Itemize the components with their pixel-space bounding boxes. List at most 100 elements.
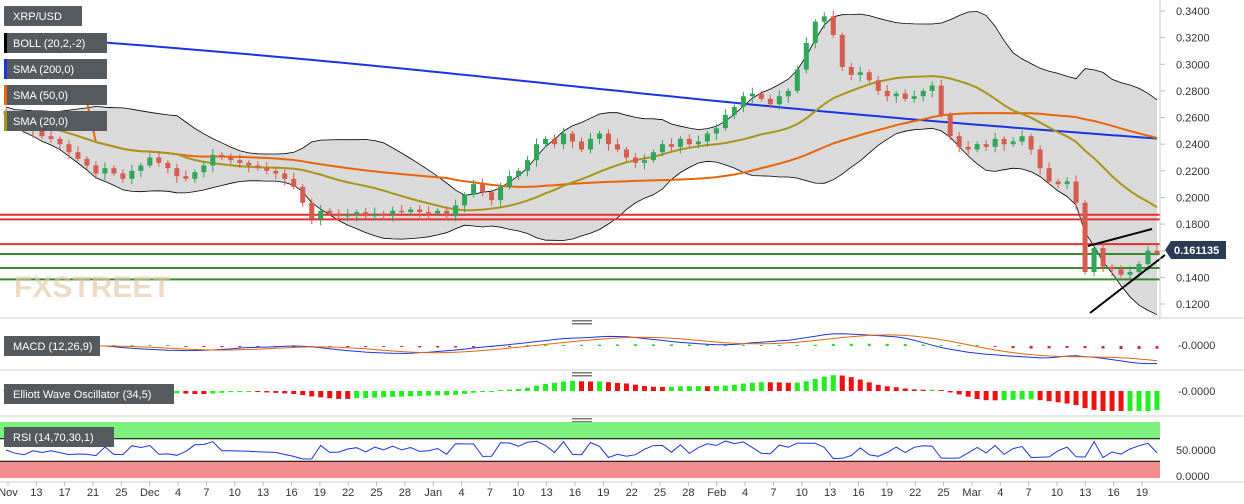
ewo-bar [650,386,656,391]
candle-body [48,136,54,139]
price-axis-tick-label: 0.2600 [1176,113,1210,125]
ewo-bar [1028,391,1034,400]
macd-histogram-bar [220,346,224,348]
ewo-bar [1154,391,1160,410]
candle-body [1091,248,1097,273]
overlay-label-1[interactable]: BOLL (20,2,-2) [4,33,107,53]
overlay-label-3[interactable]: SMA (50,0) [4,85,107,105]
ewo-bar [956,391,962,395]
ewo-bar [812,378,818,391]
time-axis: Nov 13 17 21 25 Dec 4 7 10 13 16 19 22 25 28 Jan 4 7 10 13 1… [0,482,1148,499]
macd-label[interactable]: MACD (12,26,9) [4,336,100,356]
macd-histogram-bar [580,344,583,346]
time-axis-tick-label: 4 [459,487,465,499]
candle-body [498,186,504,201]
candle-body [632,157,638,163]
ewo-bar [426,391,432,396]
ewo-bar [614,382,620,391]
overlay-label-box[interactable] [4,111,107,131]
time-axis-tick-label: 25 [370,487,382,499]
symbol-label[interactable]: XRP/USD [4,6,82,26]
ewo-bar [174,391,180,394]
macd-histogram-bar [1065,346,1069,348]
overlay-label-box[interactable] [4,33,107,53]
candle-body [552,138,558,145]
ewo-label-box[interactable] [4,384,174,404]
panel-resize-handle[interactable] [572,372,592,374]
rsi-axis-tick-0: 0.0000 [1176,471,1210,483]
candle-body [444,210,450,217]
price-axis-tick-label: 0.1200 [1176,299,1210,311]
panel-resize-handle[interactable] [572,421,592,423]
ewo-bar [408,391,414,397]
candle-body [111,168,117,174]
ewo-bar [1109,391,1115,411]
candle-body [929,85,935,91]
ewo-bar [749,382,755,391]
candle-body [866,72,872,81]
ewo-bar [947,391,953,393]
ewo-bar [1127,391,1133,411]
price-axis-tick-label: 0.1400 [1176,272,1210,284]
overlay-label-box[interactable] [4,85,107,105]
time-axis-tick-label: 25 [115,487,127,499]
symbol-label-box[interactable] [4,6,82,26]
overlay-label-2[interactable]: SMA (200,0) [4,59,107,79]
panel-resize-handle[interactable] [572,323,592,325]
macd-histogram-bar [921,344,925,346]
overlay-labels[interactable]: BOLL (20,2,-2) SMA (200,0) SMA (50,0) SMA (… [4,33,107,131]
ewo-bar [839,375,845,391]
time-axis-tick-label: 19 [314,487,326,499]
ewo-bar [471,391,477,393]
candle-body [363,212,369,217]
candle-body [192,172,198,179]
macd-histogram-bar [831,344,835,346]
candle-body [731,106,737,115]
candle-body [471,184,477,195]
time-axis-tick-label: Dec [140,487,160,499]
candle-body [165,162,171,169]
candle-body [1118,269,1124,275]
panel-resize-handle[interactable] [572,320,592,322]
macd-histogram-bar [112,345,116,346]
macd-histogram-bar [562,345,566,346]
ewo-bar [1073,391,1079,406]
overlay-label-box[interactable] [4,59,107,79]
candle-body [237,160,243,163]
ewo-bar [246,391,252,392]
macd-label-box[interactable] [4,336,100,356]
macd-histogram-bar [975,345,979,346]
candle-body [767,98,773,105]
rsi-label[interactable]: RSI (14,70,30,1) [4,427,114,447]
candle-body [336,213,342,217]
ewo-bar [632,384,638,391]
ewo-label[interactable]: Elliott Wave Oscillator (34,5) [4,384,174,404]
panel-resize-handles[interactable] [572,320,592,423]
price-axis-tick-label: 0.2800 [1176,86,1210,98]
candle-body [57,138,63,145]
time-axis-tick-label: 4 [742,487,748,499]
ewo-bar [596,381,602,391]
sma-50-line [5,88,1158,188]
macd-panel [4,333,1159,365]
macd-histogram-bar [526,345,530,346]
candle-body [857,72,863,75]
ewo-bar [722,385,728,391]
macd-histogram-bar [130,345,134,346]
candle-body [686,138,692,145]
rsi-label-box[interactable] [4,427,114,447]
candle-body [570,133,576,142]
time-axis-tick-label: 13 [541,487,553,499]
candle-body [605,133,611,145]
overlay-label-4[interactable]: SMA (20,0) [4,111,107,131]
time-axis-tick-label: 4 [997,487,1003,499]
rsi-panel [0,422,1160,478]
macd-histogram-bar [508,346,512,347]
price-axis-tick-label: 0.2000 [1176,192,1210,204]
candle-body [210,154,216,166]
candle-body [884,90,890,97]
macd-histogram-bar [867,343,871,346]
panel-resize-handle[interactable] [572,375,592,377]
macd-histogram-bar [903,344,907,346]
panel-resize-handle[interactable] [572,418,592,420]
